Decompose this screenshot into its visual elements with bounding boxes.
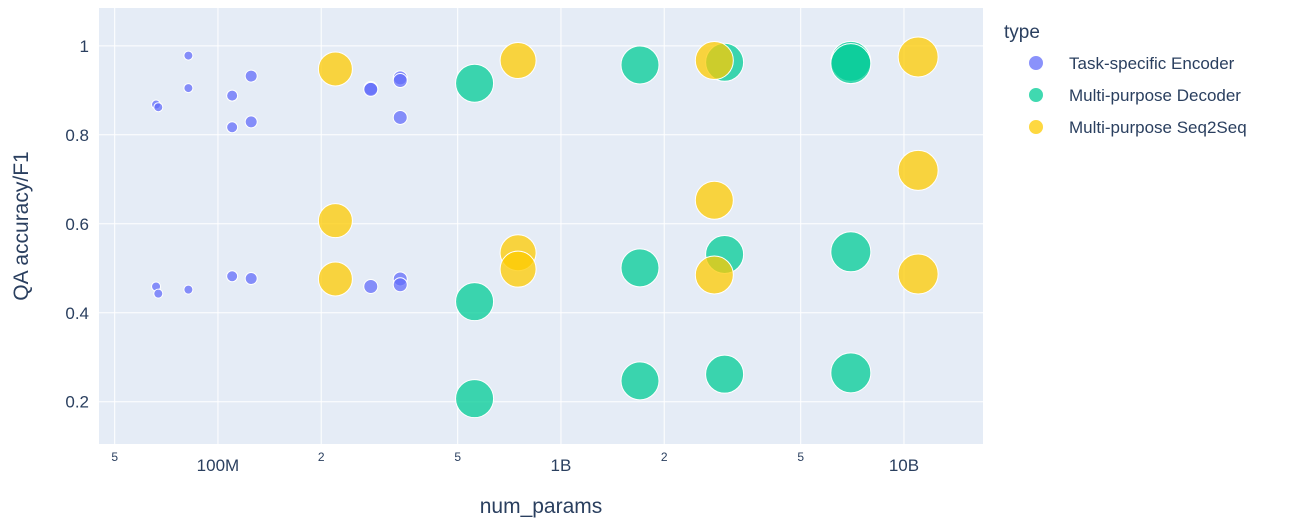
- data-point[interactable]: [620, 361, 660, 401]
- x-minor-tick-label: 5: [111, 450, 118, 464]
- legend-item[interactable]: Task-specific Encoder: [1028, 54, 1235, 73]
- data-point[interactable]: [455, 63, 495, 103]
- data-point[interactable]: [830, 231, 872, 273]
- data-point[interactable]: [455, 282, 495, 322]
- legend-marker: [1028, 119, 1044, 135]
- legend-item[interactable]: Multi-purpose Decoder: [1028, 86, 1242, 105]
- data-point[interactable]: [183, 284, 194, 295]
- y-tick-label: 0.4: [65, 304, 89, 323]
- data-point[interactable]: [183, 83, 194, 94]
- data-point[interactable]: [897, 253, 939, 295]
- legend-item[interactable]: Multi-purpose Seq2Seq: [1028, 118, 1247, 137]
- data-point[interactable]: [226, 89, 239, 102]
- x-axis-title: num_params: [480, 495, 603, 518]
- data-point[interactable]: [153, 288, 164, 299]
- data-point[interactable]: [183, 50, 194, 61]
- data-point[interactable]: [244, 271, 258, 285]
- data-point[interactable]: [455, 379, 495, 419]
- data-point[interactable]: [392, 73, 408, 89]
- x-tick-labels: 5 100M 2 5 1B 2 5 10B: [111, 450, 919, 475]
- data-point[interactable]: [620, 45, 660, 85]
- data-point[interactable]: [499, 250, 537, 288]
- data-point[interactable]: [244, 69, 258, 83]
- x-minor-tick-label: 2: [318, 450, 325, 464]
- series-multi-purpose-seq2seq: [317, 36, 939, 297]
- data-point[interactable]: [705, 354, 745, 394]
- y-tick-label: 1: [80, 37, 89, 56]
- legend[interactable]: type Task-specific Encoder Multi-purpose …: [1004, 22, 1247, 137]
- data-point[interactable]: [317, 261, 353, 297]
- y-tick-label: 0.8: [65, 126, 89, 145]
- x-minor-tick-label: 5: [454, 450, 461, 464]
- data-point[interactable]: [226, 270, 239, 283]
- legend-title: type: [1004, 22, 1040, 43]
- data-point[interactable]: [620, 248, 660, 288]
- legend-label: Multi-purpose Seq2Seq: [1069, 118, 1247, 137]
- legend-marker: [1028, 55, 1044, 71]
- y-tick-label: 0.6: [65, 215, 89, 234]
- y-axis-title: QA accuracy/F1: [10, 151, 33, 300]
- data-point[interactable]: [363, 81, 379, 97]
- data-point[interactable]: [153, 102, 164, 113]
- x-tick-label: 10B: [889, 456, 919, 475]
- data-point[interactable]: [226, 121, 239, 134]
- data-point[interactable]: [897, 149, 939, 191]
- data-point[interactable]: [694, 255, 734, 295]
- data-point[interactable]: [830, 43, 872, 85]
- data-point[interactable]: [317, 203, 353, 239]
- data-point[interactable]: [830, 352, 872, 394]
- x-minor-tick-label: 5: [797, 450, 804, 464]
- legend-label: Multi-purpose Decoder: [1069, 86, 1241, 105]
- legend-items[interactable]: Task-specific Encoder Multi-purpose Decod…: [1028, 54, 1247, 137]
- x-minor-tick-label: 2: [661, 450, 668, 464]
- y-tick-label: 0.2: [65, 393, 89, 412]
- data-points: [151, 36, 939, 419]
- data-point[interactable]: [392, 277, 408, 293]
- data-point[interactable]: [363, 279, 379, 295]
- data-point[interactable]: [244, 115, 258, 129]
- legend-marker: [1028, 87, 1044, 103]
- x-tick-label: 100M: [197, 456, 240, 475]
- data-point[interactable]: [694, 40, 734, 80]
- data-point[interactable]: [499, 41, 537, 79]
- x-tick-label: 1B: [551, 456, 572, 475]
- data-point[interactable]: [897, 36, 939, 78]
- data-point[interactable]: [317, 51, 353, 87]
- data-point[interactable]: [694, 180, 734, 220]
- data-point[interactable]: [392, 109, 408, 125]
- y-tick-labels: 0.2 0.4 0.6 0.8 1: [65, 37, 89, 412]
- legend-label: Task-specific Encoder: [1069, 54, 1235, 73]
- series-task-specific-encoder: [151, 50, 408, 299]
